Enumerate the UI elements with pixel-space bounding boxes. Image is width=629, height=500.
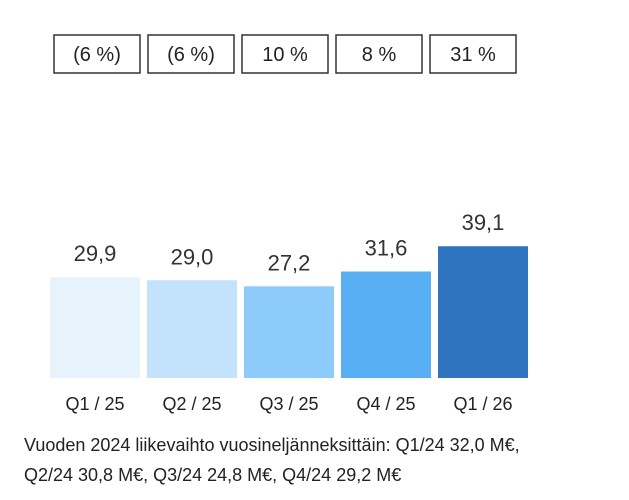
change-badge-3: [241, 34, 329, 74]
change-label-2: (6 %): [167, 44, 215, 66]
bar-3: [244, 286, 334, 378]
value-label-5: 39,1: [462, 210, 505, 235]
category-labels: Q1 / 25 Q2 / 25 Q3 / 25 Q4 / 25 Q1 / 26: [65, 394, 512, 414]
category-label-4: Q4 / 25: [356, 394, 415, 414]
value-labels: 29,9 29,0 27,2 31,6 39,1: [74, 210, 505, 275]
change-badge-1: [53, 34, 141, 74]
footnote-line-2: Q2/24 30,8 M€, Q3/24 24,8 M€, Q4/24 29,2…: [24, 465, 402, 485]
category-label-2: Q2 / 25: [162, 394, 221, 414]
bar-2: [147, 280, 237, 378]
change-badges: (6 %) (6 %) 10 % 8 % 31 %: [53, 34, 517, 74]
footnote: Vuoden 2024 liikevaihto vuosineljänneksi…: [24, 430, 624, 490]
bar-1: [50, 277, 140, 378]
change-badge-5: [429, 34, 517, 74]
value-label-4: 31,6: [365, 236, 408, 261]
category-label-5: Q1 / 26: [453, 394, 512, 414]
footnote-line-1: Vuoden 2024 liikevaihto vuosineljänneksi…: [24, 435, 520, 455]
change-label-1: (6 %): [73, 44, 121, 66]
change-badge-4: [335, 34, 423, 74]
bar-4: [341, 271, 431, 378]
change-label-5: 31 %: [450, 44, 496, 66]
category-label-3: Q3 / 25: [259, 394, 318, 414]
bar-5: [438, 246, 528, 378]
category-label-1: Q1 / 25: [65, 394, 124, 414]
bars: [50, 246, 528, 378]
value-label-1: 29,9: [74, 241, 117, 266]
change-label-4: 8 %: [362, 44, 397, 66]
value-label-3: 27,2: [268, 250, 311, 275]
change-badge-2: [147, 34, 235, 74]
change-label-3: 10 %: [262, 44, 308, 66]
value-label-2: 29,0: [171, 244, 214, 269]
